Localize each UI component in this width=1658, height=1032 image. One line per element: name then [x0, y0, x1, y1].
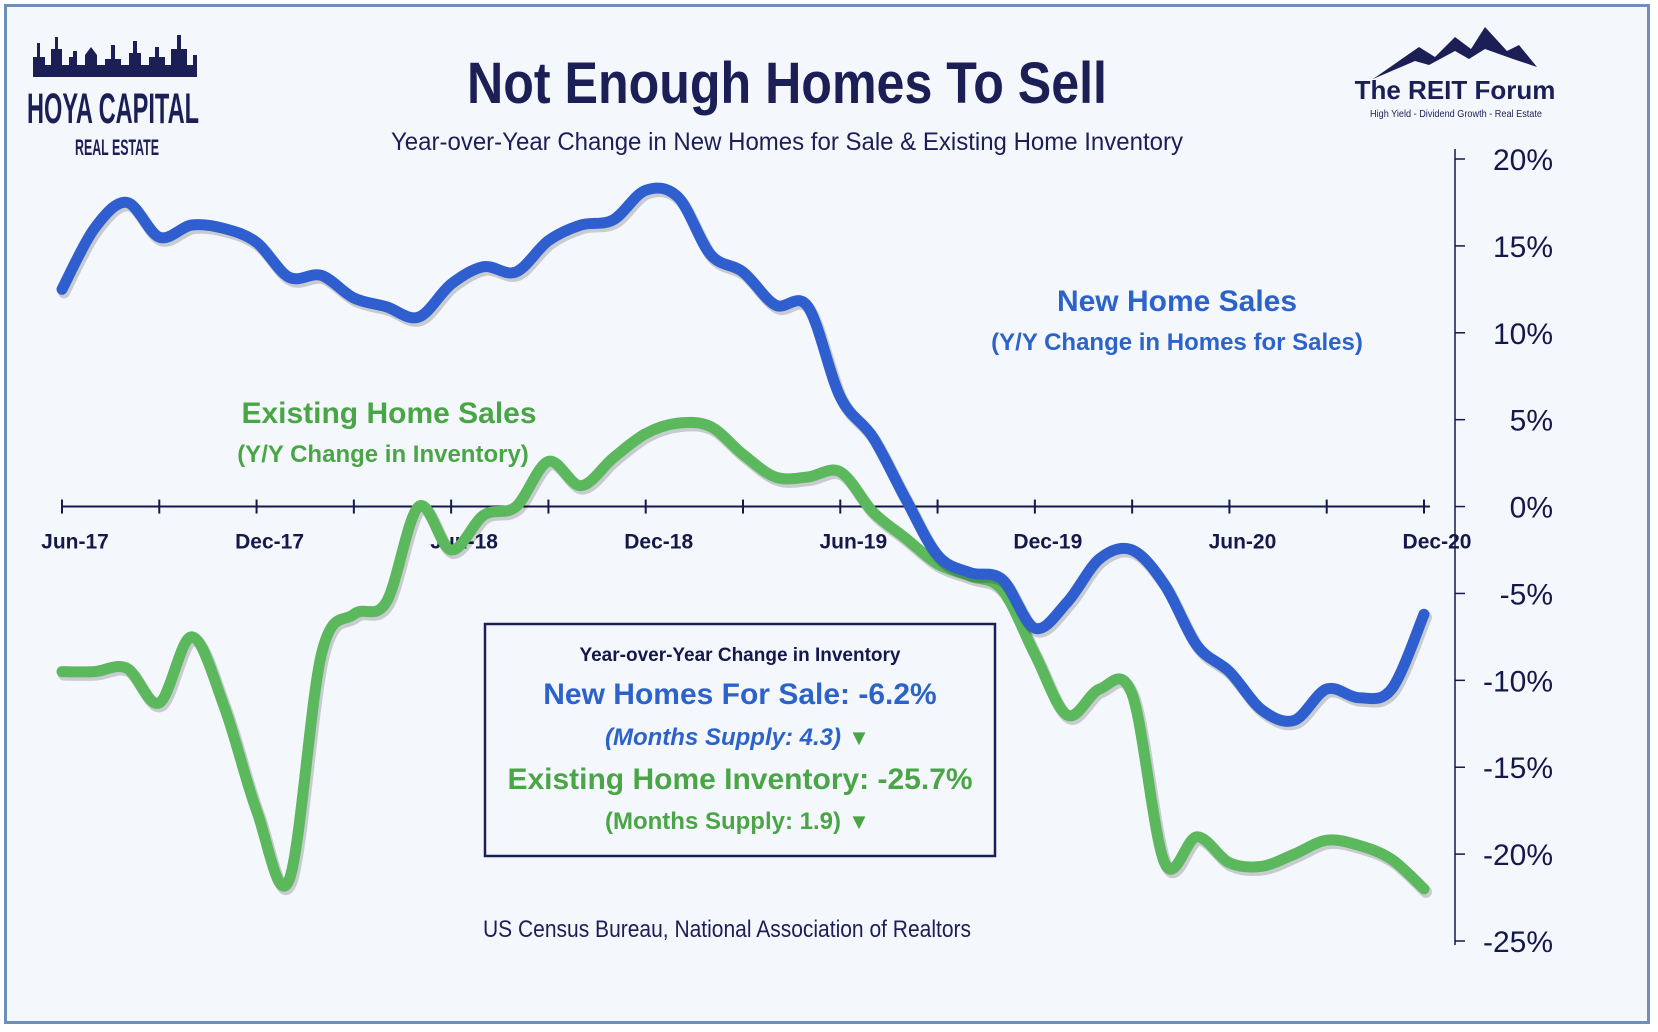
x-tick-label: Dec-20	[1403, 531, 1472, 554]
chart-title: Not Enough Homes To Sell	[467, 51, 1107, 116]
hoya-capital-logo: HOYA CAPITAL REAL ESTATE	[27, 35, 199, 160]
x-tick-label: Jun-19	[819, 531, 887, 554]
x-tick-label: Dec-17	[235, 531, 304, 554]
existing-series-sublabel: (Y/Y Change in Inventory)	[237, 441, 529, 468]
logo-line1: HOYA CAPITAL	[27, 85, 199, 133]
reit-forum-logo: The REIT Forum High Yield - Dividend Gro…	[1355, 27, 1556, 120]
chart-frame: HOYA CAPITAL REAL ESTATE The REIT Forum …	[4, 4, 1650, 1024]
existing-series-label: Existing Home Sales	[241, 397, 536, 430]
x-tick-label: Jun-20	[1209, 531, 1277, 554]
y-axis: 20% 15% 10% 5% 0% -5% -10% -15% -20% -25%	[1454, 144, 1553, 959]
infobox-new-line: New Homes For Sale: -6.2%	[543, 678, 936, 711]
y-tick-label: -5%	[1500, 578, 1553, 611]
x-axis: Jun-17 Dec-17 Jun-18 Dec-18 Jun-19 Dec-19 Jun-…	[41, 499, 1472, 554]
new-home-sales-line	[56, 182, 1430, 727]
y-tick-label: 10%	[1493, 318, 1553, 351]
y-tick-label: -10%	[1483, 665, 1553, 698]
y-tick-label: -15%	[1483, 752, 1553, 785]
y-tick-label: 15%	[1493, 231, 1553, 264]
reit-forum-title: The REIT Forum	[1355, 75, 1556, 105]
x-tick-label: Jun-17	[41, 531, 109, 554]
reit-forum-tagline: High Yield - Dividend Growth - Real Esta…	[1370, 109, 1542, 120]
new-series-sublabel: (Y/Y Change in Homes for Sales)	[991, 329, 1363, 356]
skyline-icon	[33, 35, 197, 77]
new-down-arrow-icon: ▼	[848, 725, 870, 750]
infobox-new-supply: (Months Supply: 4.3)	[605, 724, 841, 751]
y-tick-label: 0%	[1510, 492, 1553, 525]
inventory-infobox: Year-over-Year Change in Inventory New H…	[483, 622, 997, 858]
existing-down-arrow-icon: ▼	[848, 809, 870, 834]
logo-line2: REAL ESTATE	[75, 135, 159, 160]
infobox-header: Year-over-Year Change in Inventory	[579, 645, 900, 666]
x-tick-label: Dec-18	[624, 531, 693, 554]
y-tick-label: 20%	[1493, 144, 1553, 177]
infobox-existing-line: Existing Home Inventory: -25.7%	[507, 763, 972, 796]
series-layer	[56, 182, 1432, 898]
chart-svg: HOYA CAPITAL REAL ESTATE The REIT Forum …	[27, 27, 1556, 959]
new-series-label: New Home Sales	[1057, 285, 1297, 318]
mountain-icon	[1373, 27, 1537, 79]
y-tick-label: -25%	[1483, 926, 1553, 959]
chart-subtitle: Year-over-Year Change in New Homes for S…	[391, 128, 1183, 156]
y-tick-label: -20%	[1483, 839, 1553, 872]
infobox-border	[483, 622, 997, 858]
source-note: US Census Bureau, National Association o…	[483, 916, 971, 943]
infobox-existing-supply: (Months Supply: 1.9)	[605, 808, 841, 835]
x-tick-label: Dec-19	[1013, 531, 1082, 554]
y-tick-label: 5%	[1510, 405, 1553, 438]
existing-home-sales-line	[56, 416, 1430, 895]
